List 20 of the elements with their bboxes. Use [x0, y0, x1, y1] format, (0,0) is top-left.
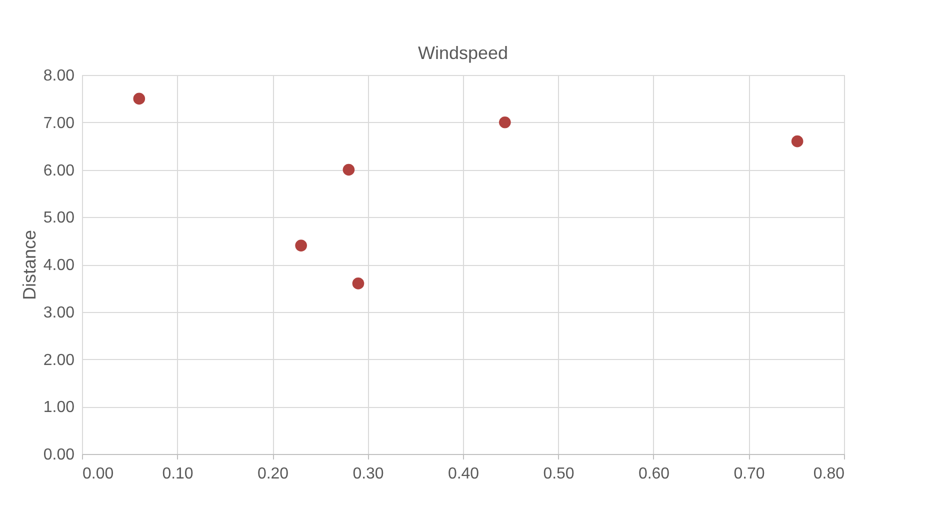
y-tick-label: 1.00 — [43, 399, 75, 416]
x-tick-label: 0.00 — [82, 466, 114, 482]
y-tick-label: 6.00 — [43, 162, 75, 180]
x-tick-label: 0.40 — [448, 466, 480, 482]
y-tick-label: 0.00 — [43, 446, 75, 464]
y-tick-label: 7.00 — [43, 114, 75, 132]
x-tick-label: 0.80 — [813, 466, 845, 482]
x-tick-label: 0.60 — [638, 466, 670, 482]
y-tick-label: 4.00 — [43, 257, 75, 274]
y-tick-label: 8.00 — [43, 68, 75, 84]
x-tick-label: 0.10 — [162, 466, 194, 482]
y-tick-label: 3.00 — [43, 304, 75, 322]
x-tick-label: 0.20 — [257, 466, 289, 482]
x-tick-label: 0.30 — [352, 466, 384, 482]
chart-title: Windspeed — [418, 43, 508, 63]
y-tick-label: 2.00 — [43, 352, 75, 369]
y-tick-label: 5.00 — [43, 210, 75, 227]
y-axis-title: Distance — [19, 230, 40, 300]
x-tick-label: 0.70 — [734, 466, 765, 482]
x-tick-label: 0.50 — [543, 466, 574, 482]
